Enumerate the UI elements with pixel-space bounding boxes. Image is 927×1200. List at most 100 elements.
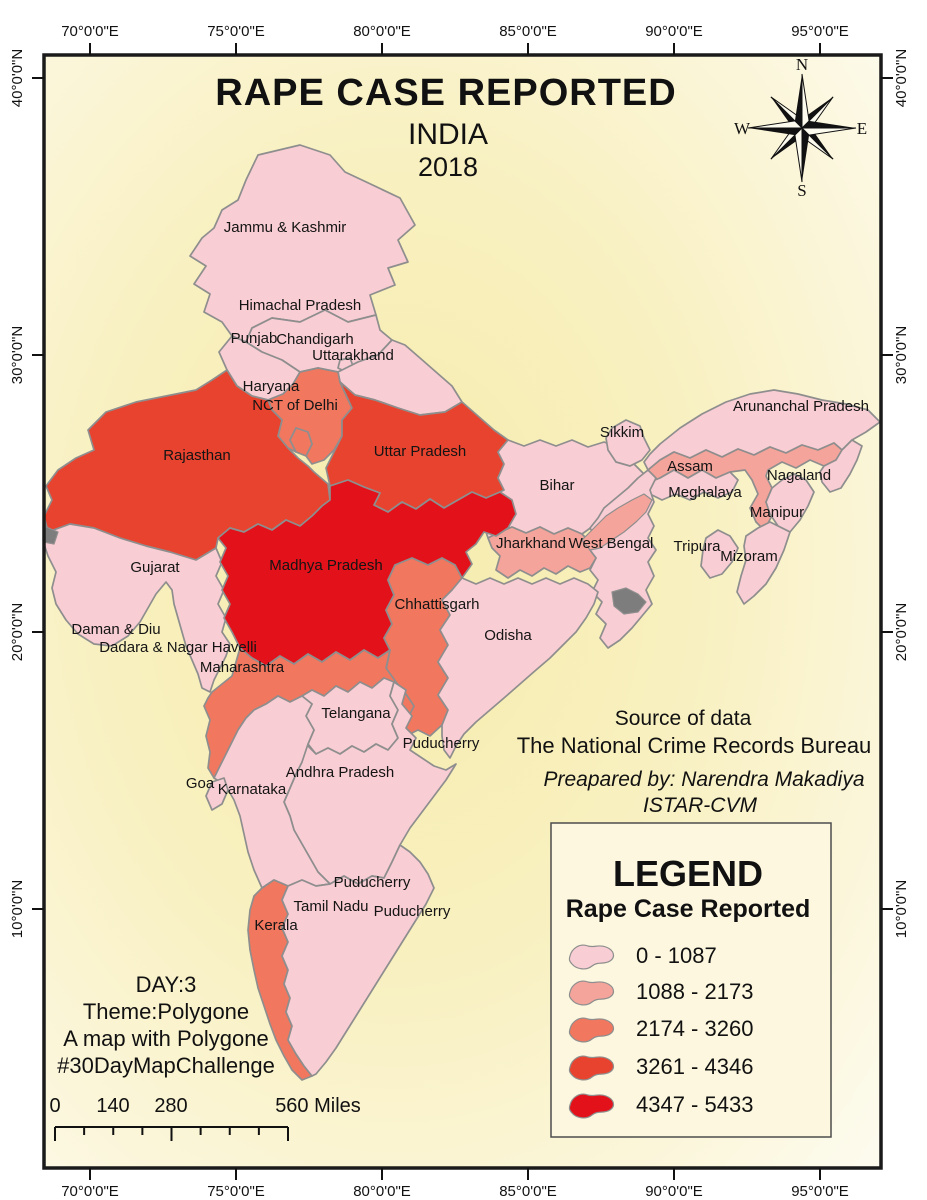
state-label-nct-of-delhi: NCT of Delhi — [252, 397, 338, 414]
state-label-rajasthan: Rajasthan — [163, 447, 231, 464]
axis-label-left-3: 10°0'0"N — [9, 880, 26, 938]
state-label-odisha: Odisha — [484, 627, 532, 644]
compass-e-label: E — [857, 119, 867, 138]
state-meghalaya — [639, 469, 739, 501]
state-tamil-nadu — [281, 844, 435, 1077]
axis-label-top-2: 80°0'0"E — [353, 23, 411, 40]
compass-point-dark — [748, 128, 802, 136]
state-label-sikkim: Sikkim — [600, 424, 644, 441]
axis-label-top-1: 75°0'0"E — [207, 23, 265, 40]
state-karnataka — [213, 695, 331, 889]
compass-point-dark — [802, 128, 810, 182]
states-layer — [43, 144, 881, 1081]
state-label-chhattisgarh: Chhattisgarh — [394, 596, 479, 613]
axis-label-top-4: 90°0'0"E — [645, 23, 703, 40]
state-label-punjab: Punjab — [231, 330, 278, 347]
axis-label-top-5: 95°0'0"E — [791, 23, 849, 40]
axis-label-right-3: 10°0'0"N — [893, 880, 910, 938]
territory-label-dadara-nagar-havelli: Dadara & Nagar Havelli — [99, 639, 257, 656]
map-frame — [42, 53, 883, 1170]
prepared-org-line: ISTAR-CVM — [643, 794, 757, 817]
axes-layer: 70°0'0"E 75°0'0"E 80°0'0"E 85°0'0"E 90°0'0"E… — [9, 23, 910, 1200]
state-nct-of-delhi — [289, 427, 313, 457]
patches-layer — [43, 493, 653, 615]
state-label-tamil-nadu: Tamil Nadu — [293, 898, 368, 915]
compass-point-light — [801, 73, 810, 130]
state-label-meghalaya: Meghalaya — [668, 484, 742, 501]
axis-label-left-2: 20°0'0"N — [9, 603, 26, 661]
state-label-madhya-pradesh: Madhya Pradesh — [269, 557, 382, 574]
axis-label-bottom-0: 70°0'0"E — [61, 1183, 119, 1200]
source-line-1: Source of data — [615, 707, 752, 730]
legend-swatch-1 — [568, 980, 615, 1006]
state-label-assam: Assam — [667, 458, 713, 475]
legend-title: LEGEND — [613, 853, 763, 894]
source-line-2: The National Crime Records Bureau — [517, 733, 872, 758]
challenge-day-line: DAY:3 — [136, 972, 197, 997]
legend-swatch-0 — [568, 944, 615, 970]
territory-label-puducherry-coast: Puducherry — [374, 903, 451, 920]
legend-subtitle: Rape Case Reported — [566, 895, 811, 923]
map-subtitle: INDIA — [408, 118, 488, 151]
state-label-arunanchal-pradesh: Arunanchal Pradesh — [733, 398, 869, 415]
scale-label-0: 0 — [49, 1095, 60, 1117]
state-jharkhand — [487, 526, 597, 579]
axis-label-bottom-2: 80°0'0"E — [353, 1183, 411, 1200]
state-label-karnataka: Karnataka — [218, 781, 287, 798]
axis-label-left-1: 30°0'0"N — [9, 326, 26, 384]
scale-label-1: 140 — [96, 1095, 129, 1117]
scale-label-3: 560 Miles — [275, 1095, 361, 1117]
state-label-andhra-pradesh: Andhra Pradesh — [286, 764, 394, 781]
challenge-hashtag-line: #30DayMapChallenge — [57, 1053, 275, 1078]
legend-swatch-2 — [568, 1017, 615, 1043]
axis-label-bottom-5: 95°0'0"E — [791, 1183, 849, 1200]
state-label-chandigarh: Chandigarh — [276, 331, 354, 348]
axis-label-top-3: 85°0'0"E — [499, 23, 557, 40]
state-tripura — [700, 529, 739, 579]
state-label-uttar-pradesh: Uttar Pradesh — [374, 443, 467, 460]
state-mizoram — [736, 521, 791, 605]
territory-label-puducherry-inland: Puducherry — [334, 874, 411, 891]
state-gujarat — [43, 523, 231, 693]
axis-label-top-0: 70°0'0"E — [61, 23, 119, 40]
state-label-maharashtra: Maharashtra — [200, 659, 285, 676]
axis-label-right-1: 30°0'0"N — [893, 326, 910, 384]
legend-class-label-4: 4347 - 5433 — [636, 1092, 753, 1117]
compass-point-dark — [794, 74, 802, 128]
axis-label-bottom-4: 90°0'0"E — [645, 1183, 703, 1200]
legend: LEGEND Rape Case Reported 0 - 1087 1088 -… — [550, 822, 832, 1138]
legend-box — [550, 822, 832, 1138]
challenge-theme-line: Theme:Polygone — [83, 999, 249, 1024]
legend-class-label-3: 3261 - 4346 — [636, 1054, 753, 1079]
state-label-himachal-pradesh: Himachal Pradesh — [239, 297, 362, 314]
territory-label-puducherry-yanam: Puducherry — [403, 735, 480, 752]
legend-swatch-3 — [568, 1055, 615, 1081]
state-label-manipur: Manipur — [750, 504, 804, 521]
axis-label-left-0: 40°0'0"N — [9, 49, 26, 107]
map-year: 2018 — [418, 152, 478, 182]
axis-label-right-0: 40°0'0"N — [893, 49, 910, 107]
compass-point-light — [747, 120, 804, 129]
state-label-uttarakhand: Uttarakhand — [312, 347, 394, 364]
legend-class-label-0: 0 - 1087 — [636, 943, 717, 968]
scale-bar: 0 140 280 560 Miles — [49, 1095, 361, 1141]
state-label-goa: Goa — [186, 775, 215, 792]
compass-s-label: S — [797, 181, 806, 200]
state-manipur — [765, 473, 815, 533]
state-sikkim — [605, 419, 651, 467]
state-odisha — [437, 577, 599, 759]
state-label-gujarat: Gujarat — [130, 559, 180, 576]
state-label-west-bengal: West Bengal — [569, 535, 654, 552]
compass-rose: N E S W — [734, 55, 867, 200]
axis-label-bottom-1: 75°0'0"E — [207, 1183, 265, 1200]
compass-w-label: W — [734, 119, 751, 138]
state-goa — [205, 777, 229, 811]
scale-label-2: 280 — [154, 1095, 187, 1117]
west-bengal-north-patch — [581, 493, 653, 551]
state-labels-layer: Jammu & Kashmir Himachal Pradesh PunjabCha… — [71, 219, 869, 934]
state-label-nagaland: Nagaland — [767, 467, 831, 484]
state-label-bihar: Bihar — [539, 477, 574, 494]
state-label-tripura: Tripura — [674, 538, 722, 555]
state-nagaland — [819, 439, 863, 493]
